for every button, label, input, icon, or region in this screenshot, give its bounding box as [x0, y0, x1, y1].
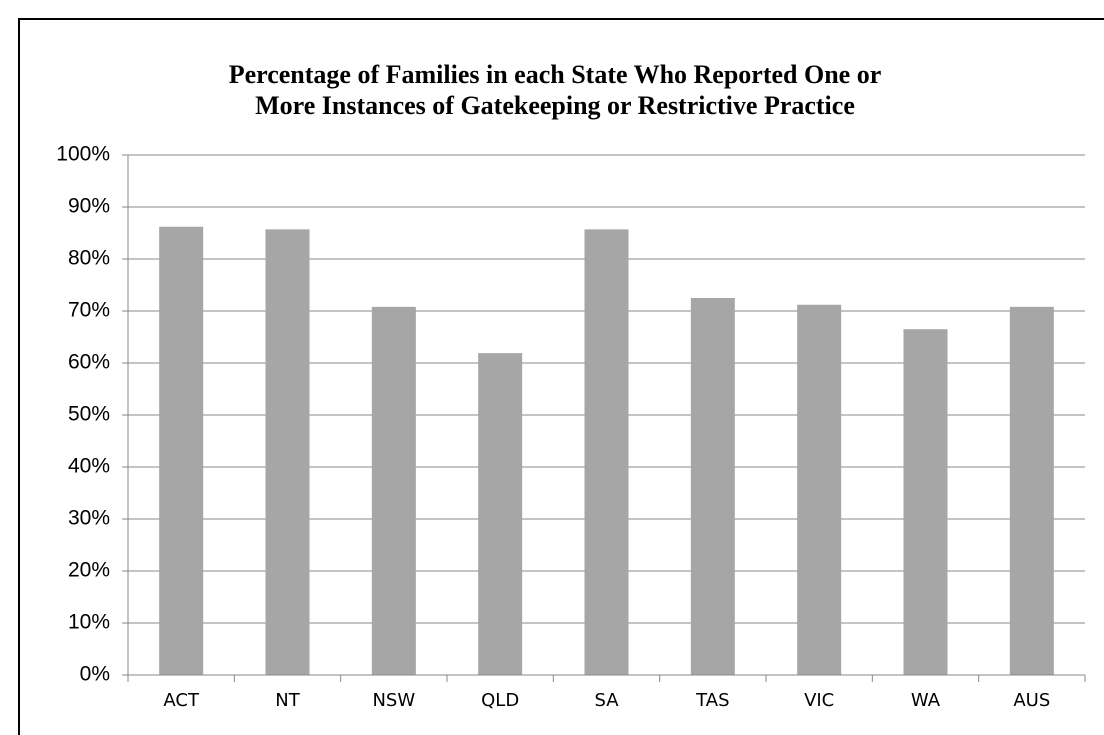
- x-tick-label: ACT: [163, 690, 200, 711]
- bar: [584, 229, 629, 676]
- x-tick-label: SA: [594, 690, 619, 711]
- chart-border: [18, 18, 1104, 735]
- y-tick-label: 20%: [68, 559, 110, 582]
- bar: [371, 306, 416, 675]
- bar: [265, 229, 310, 676]
- bar: [478, 353, 523, 675]
- x-tick-label: AUS: [1013, 690, 1050, 711]
- chart-title: Percentage of Families in each State Who…: [229, 60, 882, 89]
- y-tick-label: 50%: [68, 403, 110, 426]
- x-tick-label: NT: [275, 690, 300, 711]
- y-tick-label: 10%: [68, 611, 110, 634]
- bar: [1009, 306, 1054, 675]
- y-tick-label: 40%: [68, 455, 110, 478]
- y-tick-label: 30%: [68, 507, 110, 530]
- x-tick-label: VIC: [804, 690, 834, 711]
- y-tick-label: 90%: [68, 195, 110, 218]
- x-tick-label: QLD: [481, 690, 519, 711]
- y-tick-label: 0%: [80, 663, 110, 686]
- bar: [903, 329, 948, 675]
- x-tick-label: NSW: [372, 690, 415, 711]
- y-tick-label: 70%: [68, 299, 110, 322]
- bar: [690, 298, 735, 675]
- y-tick-label: 80%: [68, 247, 110, 270]
- chart-title: More Instances of Gatekeeping or Restric…: [255, 91, 855, 120]
- bar: [797, 304, 842, 675]
- bar: [159, 226, 204, 675]
- x-tick-label: WA: [911, 690, 941, 711]
- y-tick-label: 60%: [68, 351, 110, 374]
- y-tick-label: 100%: [56, 143, 110, 166]
- x-tick-label: TAS: [695, 690, 729, 711]
